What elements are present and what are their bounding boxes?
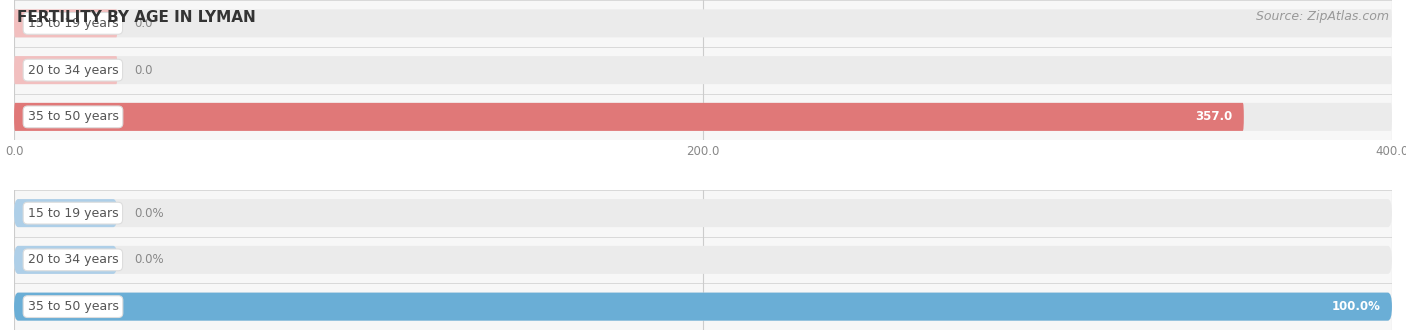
Text: 0.0%: 0.0%	[134, 207, 163, 220]
FancyBboxPatch shape	[14, 9, 118, 37]
Text: 0.0%: 0.0%	[134, 253, 163, 266]
Text: 15 to 19 years: 15 to 19 years	[28, 207, 118, 220]
Text: 0.0: 0.0	[134, 17, 152, 30]
FancyBboxPatch shape	[14, 199, 1392, 227]
Text: Source: ZipAtlas.com: Source: ZipAtlas.com	[1256, 10, 1389, 23]
FancyBboxPatch shape	[14, 246, 118, 274]
Text: 35 to 50 years: 35 to 50 years	[28, 300, 118, 313]
Text: 100.0%: 100.0%	[1331, 300, 1381, 313]
FancyBboxPatch shape	[14, 103, 1244, 131]
Text: 20 to 34 years: 20 to 34 years	[28, 253, 118, 266]
Text: FERTILITY BY AGE IN LYMAN: FERTILITY BY AGE IN LYMAN	[17, 10, 256, 25]
FancyBboxPatch shape	[14, 56, 1392, 84]
Text: 15 to 19 years: 15 to 19 years	[28, 17, 118, 30]
FancyBboxPatch shape	[14, 246, 1392, 274]
FancyBboxPatch shape	[14, 56, 118, 84]
FancyBboxPatch shape	[14, 199, 118, 227]
Text: 35 to 50 years: 35 to 50 years	[28, 110, 118, 123]
FancyBboxPatch shape	[14, 293, 1392, 321]
Text: 0.0: 0.0	[134, 64, 152, 77]
FancyBboxPatch shape	[14, 9, 1392, 37]
Text: 357.0: 357.0	[1195, 110, 1233, 123]
Text: 20 to 34 years: 20 to 34 years	[28, 64, 118, 77]
FancyBboxPatch shape	[14, 293, 1392, 321]
FancyBboxPatch shape	[14, 103, 1392, 131]
